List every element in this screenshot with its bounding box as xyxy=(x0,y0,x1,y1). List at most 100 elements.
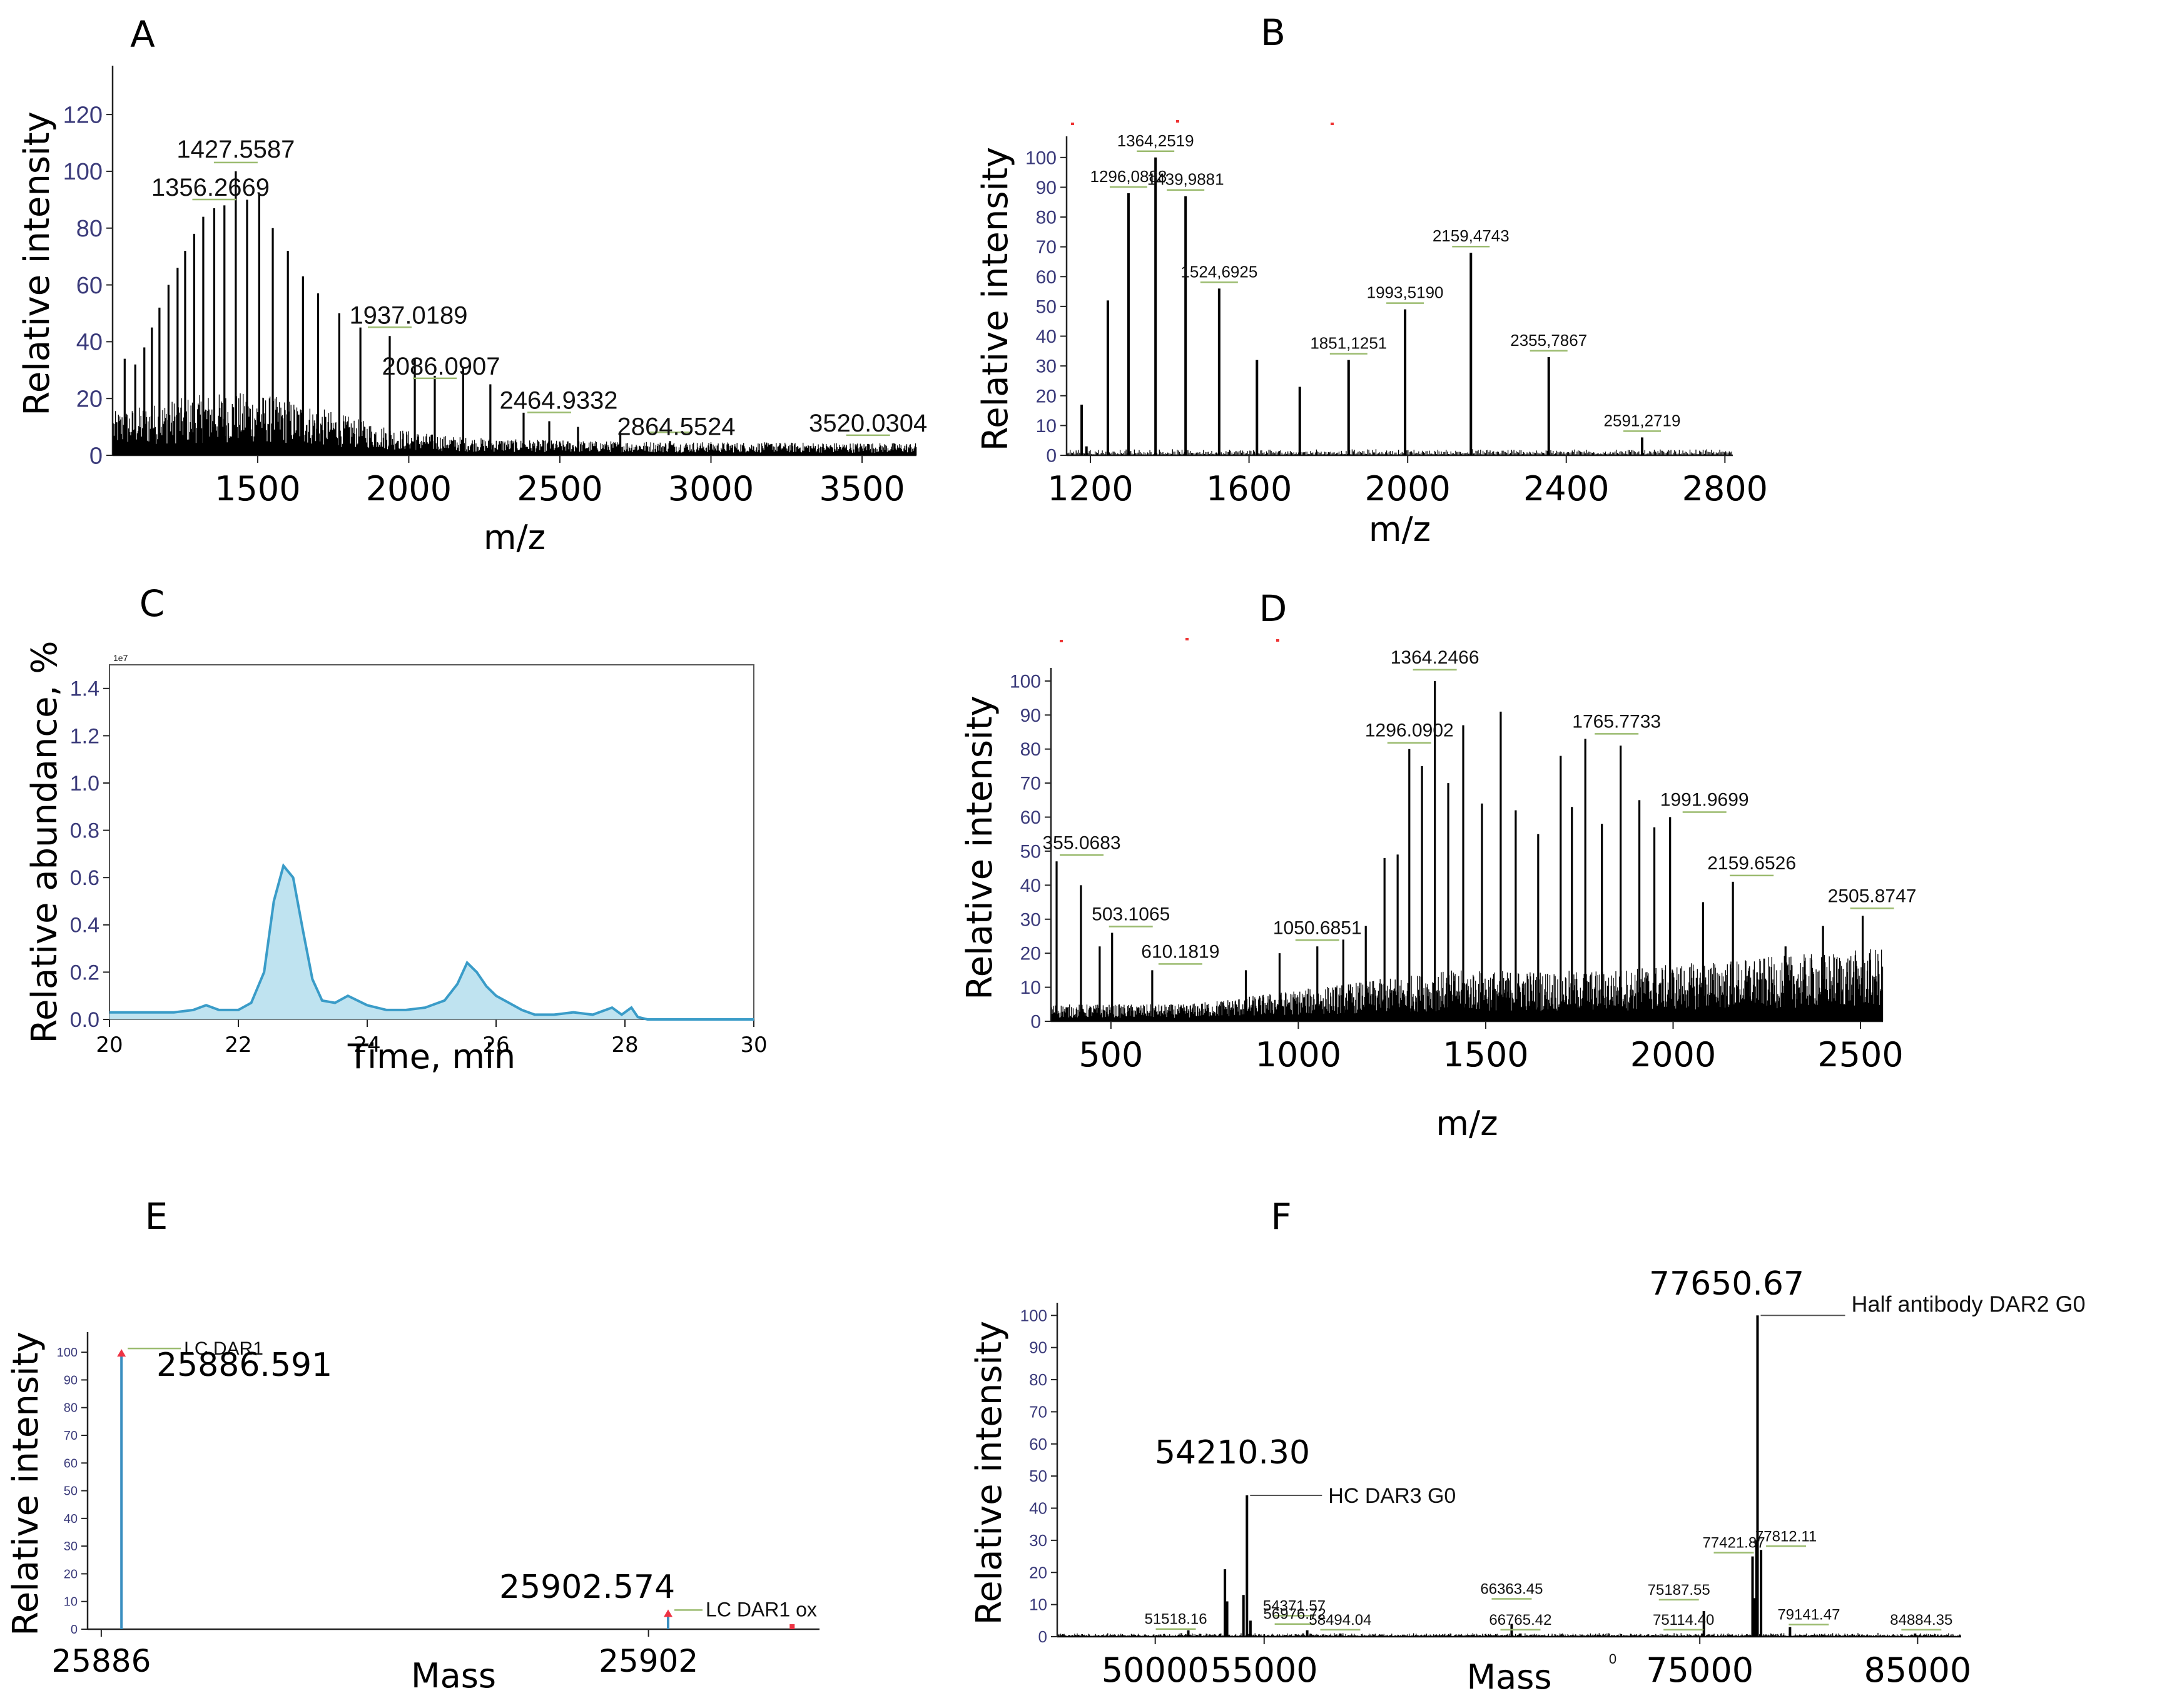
x-tick-label: 22 xyxy=(225,1033,251,1058)
y-tick-label: 80 xyxy=(1029,1370,1047,1389)
panel-letter: A xyxy=(130,13,155,56)
y-tick-label: 70 xyxy=(64,1429,78,1443)
panel-letter: D xyxy=(1259,587,1287,630)
y-tick-label: 0.0 xyxy=(70,1008,99,1032)
y-tick-label: 10 xyxy=(1036,416,1057,437)
peak-annotation: HC DAR3 G0 xyxy=(1328,1484,1456,1508)
y-tick-label: 70 xyxy=(1029,1402,1047,1421)
x-tick-label: 30 xyxy=(740,1033,767,1058)
peak-label: 56976.72 xyxy=(1264,1606,1326,1623)
y-tick-label: 30 xyxy=(1020,909,1041,930)
x-tick-label: 25886 xyxy=(51,1643,151,1679)
x-tick-label: 85000 xyxy=(1864,1650,1971,1690)
marker-dot xyxy=(1176,120,1179,123)
y-tick-label: 60 xyxy=(76,273,103,299)
x-tick-label: 1500 xyxy=(215,469,300,508)
y-tick-label: 0.4 xyxy=(70,914,99,937)
y-tick-label: 0 xyxy=(1046,446,1057,467)
chart-panel-b: B 0 10 20 30 40 50 60 70 80 90 100 1200 1600 2000 2400 2… xyxy=(975,11,1768,549)
y-tick-label: 40 xyxy=(76,330,103,356)
peak-label: 25886.591 xyxy=(156,1347,332,1384)
y-tick-label: 50 xyxy=(64,1485,78,1498)
y-tick-label: 20 xyxy=(76,386,103,412)
y-tick-label: 1.4 xyxy=(70,677,99,701)
peak-label: 1851,1251 xyxy=(1310,334,1387,353)
y-tick-label: 90 xyxy=(1036,178,1057,198)
y-tick-label: 80 xyxy=(1036,208,1057,228)
x-tick-label: 3500 xyxy=(819,469,905,508)
peak-label: 2505.8747 xyxy=(1828,886,1917,906)
panel-letter: B xyxy=(1261,11,1286,54)
peak-label: 2864.5524 xyxy=(617,413,736,440)
peak-label: 610.1819 xyxy=(1141,941,1219,962)
x-axis-label: Time, min xyxy=(347,1037,515,1076)
y-tick-label: 0.2 xyxy=(70,961,99,984)
y-tick-label: 0 xyxy=(71,1623,78,1637)
x-tick-label: 50000 xyxy=(1102,1650,1209,1690)
x-axis-label: Mass xyxy=(411,1656,496,1695)
peak-label: 77812.11 xyxy=(1755,1528,1817,1545)
peak-label: 1356.2669 xyxy=(151,174,270,201)
marker-dot xyxy=(1185,638,1189,640)
peak-label: 66765.42 xyxy=(1489,1612,1551,1629)
y-axis-label: Relative abundance, % xyxy=(24,641,65,1044)
y-tick-label: 30 xyxy=(1036,356,1057,377)
y-tick-label: 90 xyxy=(1029,1338,1047,1357)
peak-label: 2355,7867 xyxy=(1510,331,1587,350)
marker-dot xyxy=(1331,123,1334,125)
axis-extra-text: 0 xyxy=(1609,1651,1616,1667)
peak-label: 1765.7733 xyxy=(1572,711,1661,732)
y-tick-label: 60 xyxy=(64,1457,78,1470)
y-tick-label: 0 xyxy=(89,443,103,469)
peak-marker xyxy=(664,1609,673,1617)
chart-panel-a: A 0 20 40 60 80 100 120 1500 2000 2500 3000 3500 Rela… xyxy=(17,13,927,557)
peak-label: 355.0683 xyxy=(1042,832,1120,853)
y-tick-label: 0 xyxy=(1038,1627,1047,1646)
x-tick-label: 75000 xyxy=(1646,1650,1753,1690)
y-tick-label: 80 xyxy=(76,216,103,242)
x-tick-label: 2000 xyxy=(366,469,452,508)
chart-panel-c: C 0.0 0.2 0.4 0.6 0.8 1.0 1.2 1.4 20 22 24 26 28 30 Rel… xyxy=(24,582,768,1076)
marker-dot xyxy=(789,1624,795,1629)
peak-label: 1296.0902 xyxy=(1365,720,1454,741)
x-axis-label: m/z xyxy=(1436,1104,1498,1143)
x-axis-label: Mass xyxy=(1467,1657,1552,1697)
y-tick-label: 100 xyxy=(63,159,103,185)
panel-letter: E xyxy=(145,1195,168,1238)
y-tick-label: 50 xyxy=(1029,1467,1047,1485)
peak-label: 58494.04 xyxy=(1309,1612,1371,1629)
peak-label: 1993,5190 xyxy=(1367,283,1444,302)
peak-annotation: LC DAR1 xyxy=(184,1338,263,1359)
y-axis-label: Relative intensity xyxy=(960,695,1000,999)
peak-label: 1364,2519 xyxy=(1117,131,1194,150)
peak-label: 1364.2466 xyxy=(1391,647,1479,668)
peak-label: 79141.47 xyxy=(1777,1607,1840,1624)
x-tick-label: 500 xyxy=(1078,1035,1143,1074)
x-tick-label: 1500 xyxy=(1443,1035,1528,1074)
x-tick-label: 28 xyxy=(611,1033,638,1058)
peak-label: 77421.87 xyxy=(1702,1535,1765,1552)
x-axis-label: m/z xyxy=(1369,510,1431,549)
peak-label: 75187.55 xyxy=(1648,1582,1710,1599)
y-tick-label: 50 xyxy=(1020,841,1041,862)
y-tick-label: 40 xyxy=(1029,1499,1047,1518)
chart-panel-e: E 0 10 20 30 40 50 60 70 80 90 100 25886 25902 Relativ… xyxy=(6,1195,820,1695)
x-tick-label: 2500 xyxy=(1817,1035,1903,1074)
y-tick-label: 100 xyxy=(1025,148,1057,168)
y-tick-label: 60 xyxy=(1020,807,1041,828)
peak-label: 77650.67 xyxy=(1649,1265,1804,1303)
peak-label: 1050.6851 xyxy=(1273,917,1362,938)
marker-dot xyxy=(1060,640,1063,642)
x-tick-label: 2000 xyxy=(1364,469,1450,508)
y-tick-label: 40 xyxy=(64,1512,78,1526)
peak-label: 51518.16 xyxy=(1144,1611,1207,1628)
y-tick-label: 10 xyxy=(64,1595,78,1609)
y-tick-label: 30 xyxy=(1029,1531,1047,1550)
y-axis-label: Relative intensity xyxy=(17,111,58,415)
y-tick-label: 60 xyxy=(1036,267,1057,288)
x-tick-label: 2500 xyxy=(517,469,602,508)
x-tick-label: 26 xyxy=(482,1033,509,1058)
y-tick-label: 90 xyxy=(1020,705,1041,726)
x-tick-label: 1000 xyxy=(1256,1035,1341,1074)
